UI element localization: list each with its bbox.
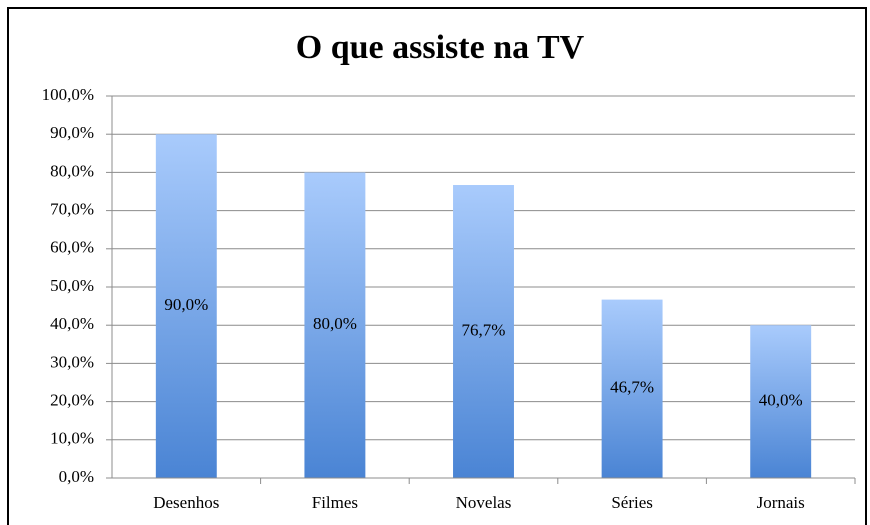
x-tick-label: Séries — [611, 493, 653, 512]
y-tick-label: 80,0% — [50, 161, 94, 180]
x-tick-label: Novelas — [456, 493, 512, 512]
data-label: 80,0% — [313, 314, 357, 333]
data-label: 90,0% — [164, 295, 208, 314]
y-tick-label: 10,0% — [50, 429, 94, 448]
chart-frame — [7, 7, 867, 525]
y-tick-label: 100,0% — [42, 85, 94, 104]
bar — [304, 172, 366, 478]
bar — [155, 134, 217, 478]
data-label: 46,7% — [610, 378, 654, 397]
y-tick-label: 40,0% — [50, 314, 94, 333]
chart-title: O que assiste na TV — [296, 29, 585, 66]
y-tick-label: 50,0% — [50, 276, 94, 295]
data-label: 76,7% — [462, 320, 506, 339]
y-tick-label: 30,0% — [50, 352, 94, 371]
bar — [453, 185, 514, 479]
x-tick-label: Jornais — [757, 493, 805, 512]
y-tick-label: 60,0% — [50, 238, 94, 257]
x-tick-label: Filmes — [312, 493, 358, 512]
bar — [750, 325, 812, 478]
y-tick-label: 0,0% — [59, 467, 94, 486]
x-tick-label: Desenhos — [153, 493, 219, 512]
y-tick-label: 70,0% — [50, 200, 94, 219]
bar — [601, 299, 663, 478]
y-tick-label: 20,0% — [50, 391, 94, 410]
y-tick-label: 90,0% — [50, 123, 94, 142]
data-label: 40,0% — [759, 391, 803, 410]
